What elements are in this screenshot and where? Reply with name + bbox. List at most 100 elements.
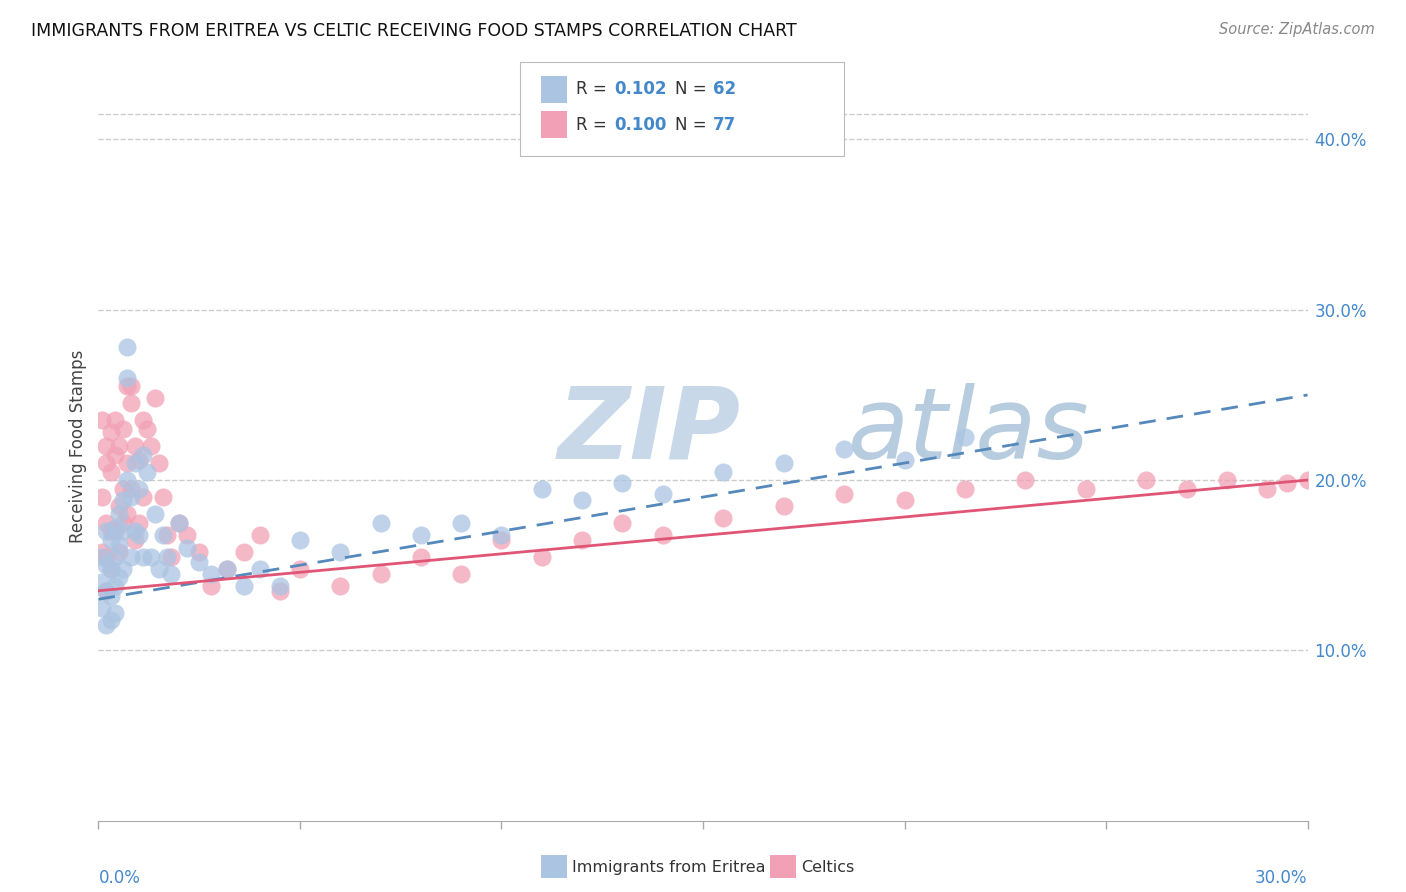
Text: R =: R = (576, 80, 613, 98)
Text: 0.102: 0.102 (614, 80, 666, 98)
Point (269, 583, 291, 598)
Point (111, 422, 134, 436)
Point (100, 613, 122, 627)
Point (100, 465, 122, 479)
Point (120, 396, 142, 410)
Text: 62: 62 (713, 80, 735, 98)
Point (167, 516, 190, 530)
Point (571, 493, 593, 508)
Point (409, 527, 432, 541)
Point (115, 379, 138, 393)
Point (1337, 201, 1360, 215)
Point (96, 524, 118, 538)
Text: Immigrants from Eritrea: Immigrants from Eritrea (572, 860, 766, 874)
Point (103, 413, 125, 427)
Point (1256, 482, 1278, 496)
Y-axis label: Receiving Food Stamps: Receiving Food Stamps (69, 350, 87, 542)
Point (96, 558, 118, 573)
Point (167, 516, 190, 530)
Point (1014, 473, 1036, 487)
Point (139, 439, 162, 453)
Point (132, 549, 155, 564)
Point (288, 561, 311, 575)
Point (96, 456, 118, 470)
Point (128, 516, 150, 530)
Point (953, 482, 976, 496)
Point (96, 516, 118, 530)
Point (612, 476, 634, 491)
Point (91, 413, 114, 427)
Point (450, 516, 472, 530)
Point (152, 527, 174, 541)
Point (409, 549, 432, 564)
Point (124, 533, 146, 547)
Point (200, 566, 222, 581)
Point (100, 561, 122, 575)
Point (156, 527, 179, 541)
Point (100, 533, 122, 547)
Point (370, 566, 392, 581)
Point (156, 549, 179, 564)
Point (107, 499, 129, 513)
Point (96, 583, 118, 598)
Point (96, 549, 118, 564)
Point (107, 507, 129, 521)
Point (1296, 473, 1319, 487)
Point (152, 490, 174, 504)
Point (91, 549, 114, 564)
Point (111, 482, 134, 496)
Point (953, 430, 976, 444)
Point (176, 541, 198, 556)
Point (91, 600, 114, 615)
Point (96, 617, 118, 632)
Point (103, 524, 125, 538)
Point (612, 516, 634, 530)
Point (107, 439, 129, 453)
Point (571, 533, 593, 547)
Point (111, 561, 134, 575)
Point (651, 527, 673, 541)
Point (530, 549, 553, 564)
Text: atlas: atlas (848, 383, 1090, 480)
Point (115, 456, 138, 470)
Text: R =: R = (576, 116, 613, 134)
Point (832, 442, 855, 457)
Point (115, 371, 138, 385)
Text: 0.100: 0.100 (614, 116, 666, 134)
Point (329, 579, 352, 593)
Point (143, 507, 166, 521)
Point (124, 439, 146, 453)
Point (132, 490, 155, 504)
Point (120, 379, 142, 393)
Point (188, 544, 211, 558)
Point (148, 456, 170, 470)
Point (893, 493, 915, 508)
Point (200, 579, 222, 593)
Text: N =: N = (675, 116, 711, 134)
Point (107, 538, 129, 552)
Point (103, 521, 125, 535)
Point (772, 456, 794, 470)
Point (100, 524, 122, 538)
Point (115, 473, 138, 487)
Point (103, 579, 125, 593)
Text: 77: 77 (713, 116, 737, 134)
Point (100, 589, 122, 603)
Point (176, 527, 198, 541)
Point (269, 579, 291, 593)
Point (128, 527, 150, 541)
Point (1216, 473, 1239, 487)
Point (120, 549, 142, 564)
Point (135, 422, 157, 436)
Point (132, 413, 155, 427)
Point (128, 452, 150, 467)
Point (160, 566, 183, 581)
Point (100, 425, 122, 440)
Point (1135, 473, 1157, 487)
Point (893, 452, 915, 467)
Point (100, 561, 122, 575)
Point (370, 516, 392, 530)
Point (91, 575, 114, 590)
Point (103, 549, 125, 564)
Point (1277, 476, 1299, 491)
